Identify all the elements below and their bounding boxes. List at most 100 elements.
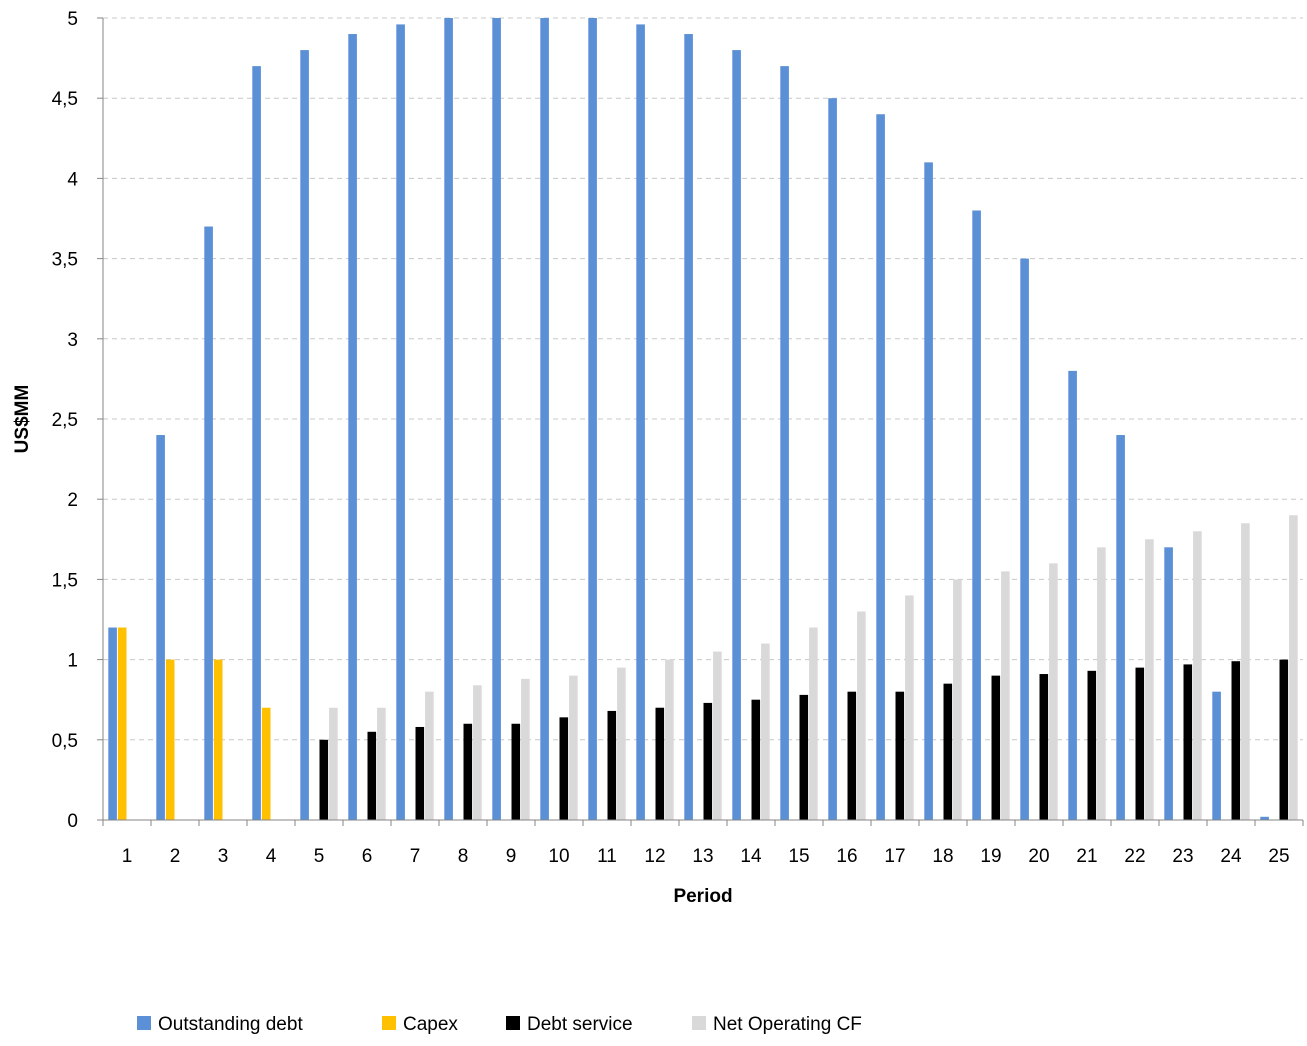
y-tick-label: 1 [67, 651, 78, 672]
bar-net-operating-cf [473, 685, 482, 820]
bar-outstanding-debt [348, 34, 357, 821]
bar-outstanding-debt [444, 18, 453, 820]
bar-debt-service [1087, 670, 1097, 820]
bar-debt-service [799, 694, 809, 820]
bar-outstanding-debt [204, 226, 213, 820]
x-tick-label: 14 [740, 846, 762, 867]
bar-debt-service [1183, 664, 1193, 820]
bar-outstanding-debt [1116, 435, 1125, 820]
bar-debt-service [1039, 674, 1049, 820]
bar-debt-service [463, 723, 473, 820]
bar-net-operating-cf [329, 707, 338, 820]
bar-outstanding-debt [780, 66, 789, 821]
legend-label: Outstanding debt [158, 1014, 303, 1035]
y-axis-title: US$MM [12, 385, 33, 454]
bar-outstanding-debt [1164, 547, 1173, 820]
x-tick-label: 8 [458, 846, 469, 867]
bar-net-operating-cf [377, 707, 386, 820]
x-tick-label: 12 [644, 846, 665, 867]
bar-debt-service [943, 683, 953, 820]
bar-outstanding-debt [1212, 691, 1221, 820]
bar-debt-service [847, 691, 857, 820]
x-axis-title: Period [673, 886, 732, 907]
bar-outstanding-debt [252, 66, 261, 821]
bar-debt-service [991, 675, 1001, 820]
x-tick-label: 19 [980, 846, 1001, 867]
bar-net-operating-cf [1049, 563, 1058, 820]
bar-debt-service [1231, 661, 1241, 820]
bar-net-operating-cf [1097, 547, 1106, 820]
bar-net-operating-cf [761, 643, 770, 820]
x-tick-label: 4 [266, 846, 277, 867]
bar-outstanding-debt [828, 98, 837, 820]
bar-net-operating-cf [1001, 571, 1010, 820]
bar-net-operating-cf [521, 678, 530, 820]
x-tick-label: 21 [1076, 846, 1097, 867]
bar-outstanding-debt [876, 114, 885, 821]
x-tick-label: 1 [122, 846, 133, 867]
x-tick-label: 24 [1220, 846, 1242, 867]
bar-net-operating-cf [1145, 539, 1154, 820]
legend-item: Net Operating CF [692, 1014, 862, 1035]
y-tick-label: 2,5 [52, 410, 78, 431]
x-tick-label: 2 [170, 846, 181, 867]
y-tick-label: 0,5 [52, 731, 78, 752]
x-tick-label: 10 [548, 846, 569, 867]
y-tick-label: 4,5 [52, 89, 78, 110]
bar-debt-service [1279, 659, 1289, 820]
y-tick-label: 1,5 [52, 570, 78, 591]
legend-label: Debt service [527, 1014, 633, 1035]
bar-net-operating-cf [809, 627, 818, 820]
x-tick-label: 16 [836, 846, 857, 867]
x-tick-label: 13 [692, 846, 713, 867]
bar-debt-service [367, 731, 377, 820]
bar-net-operating-cf [713, 651, 722, 820]
legend-item: Debt service [506, 1014, 633, 1035]
bar-capex [165, 659, 175, 820]
x-tick-label: 20 [1028, 846, 1049, 867]
legend-swatch [506, 1016, 520, 1030]
bar-debt-service [655, 707, 665, 820]
bars [108, 18, 1298, 821]
bar-outstanding-debt [684, 34, 693, 821]
bar-outstanding-debt [1260, 816, 1269, 820]
bar-net-operating-cf [569, 675, 578, 820]
bar-net-operating-cf [1193, 531, 1202, 820]
x-tick-label: 3 [218, 846, 229, 867]
x-tick-label: 11 [597, 846, 617, 867]
bar-debt-service [895, 691, 905, 820]
bar-net-operating-cf [953, 579, 962, 820]
y-tick-label: 0 [67, 811, 78, 832]
bar-net-operating-cf [1289, 515, 1298, 820]
legend-item: Outstanding debt [137, 1014, 303, 1035]
bar-outstanding-debt [108, 627, 117, 820]
x-tick-label: 17 [884, 846, 905, 867]
bar-outstanding-debt [492, 18, 501, 820]
bar-capex [261, 707, 271, 820]
x-tick-label: 9 [506, 846, 517, 867]
bar-debt-service [607, 710, 617, 820]
legend-swatch [382, 1016, 396, 1030]
x-tick-label: 6 [362, 846, 373, 867]
x-tick-label: 18 [932, 846, 953, 867]
bar-debt-service [511, 723, 521, 820]
bar-outstanding-debt [540, 18, 549, 820]
axes: 00,511,522,533,544,551 2 3 4 5 6 7 8 9 10 11 12 13 14… [52, 9, 1304, 867]
bar-capex [213, 659, 223, 820]
legend-swatch [692, 1016, 706, 1030]
legend-label: Net Operating CF [713, 1014, 862, 1035]
bar-net-operating-cf [1241, 523, 1250, 820]
legend-label: Capex [403, 1014, 458, 1035]
bar-net-operating-cf [857, 611, 866, 820]
x-tick-label: 5 [314, 846, 325, 867]
bar-net-operating-cf [425, 691, 434, 820]
bar-outstanding-debt [1068, 370, 1077, 820]
bar-debt-service [751, 699, 761, 820]
bar-net-operating-cf [617, 667, 626, 820]
y-tick-label: 3,5 [52, 250, 78, 271]
bar-debt-service [703, 702, 713, 820]
bar-net-operating-cf [665, 659, 674, 820]
bar-debt-service [559, 717, 569, 820]
